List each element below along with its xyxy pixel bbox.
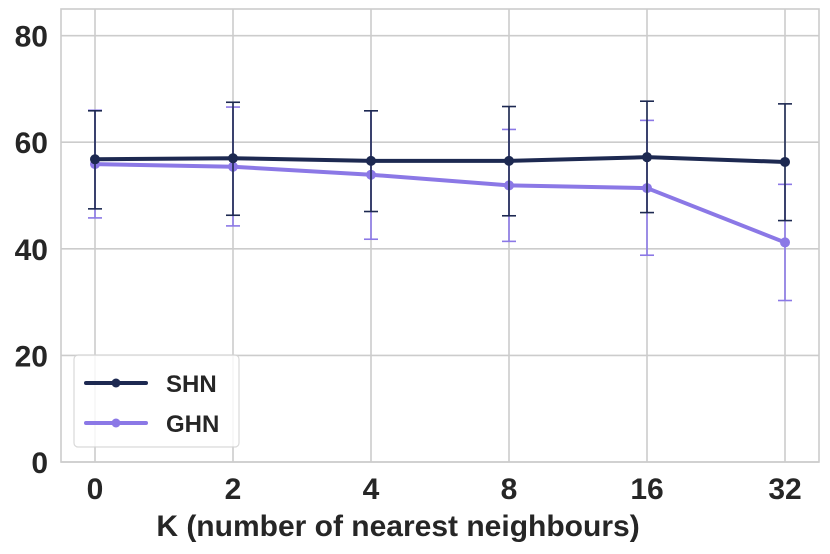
x-tick-label: 32 <box>768 473 801 506</box>
shn-point <box>228 153 238 164</box>
legend-label-ghn: GHN <box>166 411 219 438</box>
plot-frame <box>60 8 820 463</box>
legend-marker-shn <box>111 378 121 388</box>
ghn-point <box>780 237 790 248</box>
shn-point <box>366 155 376 166</box>
y-tick-label: 20 <box>15 340 48 373</box>
y-tick-label: 40 <box>15 234 48 267</box>
x-tick-label: 16 <box>630 473 663 506</box>
x-tick-label: 2 <box>225 473 242 506</box>
shn-line <box>93 155 787 164</box>
shn-point <box>642 152 652 163</box>
y-tick-label: 60 <box>15 127 48 160</box>
y-tick-labels: 0 20 40 60 80 <box>15 21 48 480</box>
x-tick-label: 4 <box>363 473 380 506</box>
series-shn <box>88 100 792 222</box>
y-tick-label: 0 <box>31 447 48 480</box>
x-tick-label: 0 <box>87 473 104 506</box>
y-tick-label: 80 <box>15 21 48 54</box>
x-tick-label: 8 <box>501 473 518 506</box>
shn-point <box>780 156 790 167</box>
x-axis-label: K (number of nearest neighbours) <box>156 510 639 543</box>
legend-marker-ghn <box>111 418 121 428</box>
ghn-line <box>93 162 787 245</box>
legend: SHN GHN <box>73 354 240 448</box>
legend-label-shn: SHN <box>166 371 217 398</box>
shn-point <box>90 154 100 165</box>
shn-point <box>504 155 514 166</box>
series-group <box>88 100 792 302</box>
x-tick-labels: 0 2 4 8 16 32 <box>87 473 802 506</box>
series-ghn <box>88 106 792 302</box>
